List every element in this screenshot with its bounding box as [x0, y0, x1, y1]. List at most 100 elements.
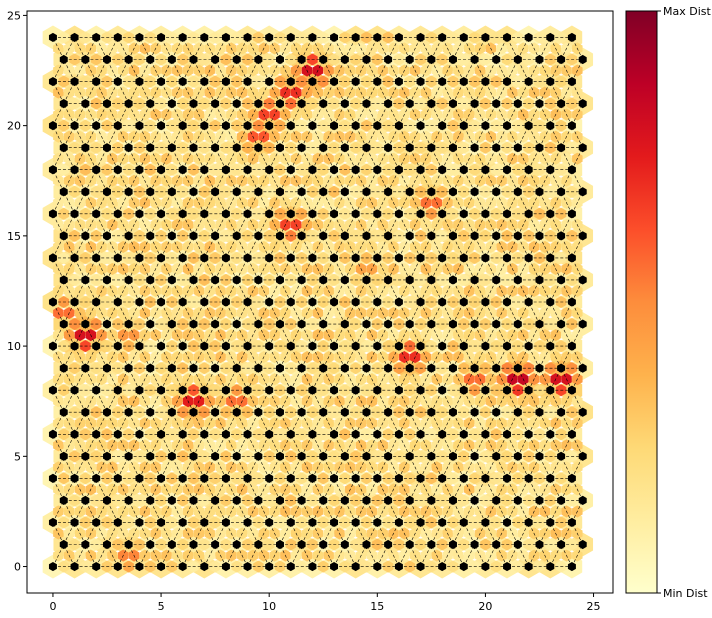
edge-line: [539, 390, 551, 413]
edge-line: [409, 103, 421, 126]
edge-line: [279, 412, 292, 435]
som-node: [567, 385, 576, 395]
edge-line: [182, 191, 194, 214]
edge-line: [495, 368, 508, 391]
som-node: [124, 231, 133, 241]
som-node: [146, 451, 155, 461]
edge-line: [204, 125, 216, 148]
som-node: [276, 98, 284, 109]
edge-line: [106, 279, 119, 303]
edge-line: [171, 81, 183, 104]
som-node: [157, 341, 166, 351]
edge-line: [279, 125, 292, 148]
edge-line: [117, 500, 129, 523]
som-node: [232, 451, 241, 461]
x-tick-label: 0: [49, 600, 56, 613]
edge-line: [204, 235, 216, 259]
edge-line: [85, 147, 97, 170]
som-node: [557, 319, 566, 329]
edge-line: [171, 544, 183, 567]
edge-line: [160, 213, 173, 236]
edge-line: [117, 544, 129, 567]
edge-line: [312, 323, 324, 347]
edge-line: [301, 235, 313, 259]
edge-line: [571, 500, 583, 523]
som-node: [416, 76, 425, 87]
edge-line: [63, 59, 75, 82]
som-node: [276, 143, 284, 153]
som-node: [319, 539, 328, 550]
som-node: [243, 297, 252, 307]
som-node: [178, 341, 187, 351]
edge-line: [355, 147, 367, 170]
som-node: [503, 561, 512, 572]
som-node: [373, 32, 382, 43]
edge-line: [485, 301, 497, 325]
som-node: [513, 495, 522, 506]
edge-line: [139, 301, 151, 325]
edge-line: [560, 390, 573, 413]
som-node: [297, 54, 306, 65]
edge-line: [420, 213, 432, 236]
som-node: [449, 539, 457, 550]
edge-line: [506, 235, 519, 259]
edge-line: [268, 103, 281, 126]
som-node: [578, 54, 587, 65]
edge-line: [225, 81, 238, 104]
edge-line: [236, 434, 248, 457]
edge-line: [495, 257, 508, 281]
som-node: [373, 209, 382, 219]
edge-line: [247, 103, 259, 126]
edge-line: [182, 500, 194, 523]
som-node: [297, 98, 306, 109]
som-node: [351, 76, 360, 87]
edge-line: [214, 544, 227, 567]
edge-line: [495, 544, 508, 567]
som-node: [178, 429, 187, 439]
edge-line: [485, 522, 497, 545]
som-node: [319, 407, 328, 417]
som-node: [546, 209, 555, 219]
edge-line: [452, 390, 465, 413]
edge-line: [258, 368, 270, 391]
edge-line: [279, 301, 292, 325]
edge-line: [322, 235, 335, 259]
edge-line: [452, 191, 465, 214]
som-node: [492, 495, 501, 506]
edge-line: [355, 81, 367, 104]
edge-line: [74, 478, 86, 501]
som-node: [211, 143, 220, 153]
som-node: [449, 407, 457, 417]
som-node: [200, 121, 209, 131]
edge-line: [517, 301, 529, 325]
edge-line: [247, 213, 259, 236]
edge-line: [333, 235, 346, 259]
edge-line: [106, 235, 119, 259]
edge-line: [52, 544, 65, 567]
edge-line: [312, 169, 324, 192]
som-node: [157, 561, 166, 572]
edge-line: [387, 522, 400, 545]
som-node: [459, 253, 468, 263]
edge-line: [355, 37, 367, 60]
som-node: [394, 209, 403, 219]
som-node: [524, 121, 533, 131]
edge-line: [63, 323, 75, 347]
edge-line: [571, 125, 583, 148]
edge-line: [485, 544, 497, 567]
edge-line: [431, 257, 443, 281]
som-node: [459, 76, 468, 87]
som-node: [351, 209, 360, 219]
som-node: [459, 561, 468, 572]
edge-line: [128, 301, 140, 325]
edge-line: [528, 213, 540, 236]
som-node: [70, 76, 79, 87]
som-node: [167, 143, 176, 153]
edge-line: [377, 59, 389, 82]
som-node: [351, 165, 360, 175]
edge-line: [279, 368, 292, 391]
edge-line: [398, 390, 411, 413]
som-node: [265, 32, 274, 43]
edge-line: [539, 37, 551, 60]
edge-line: [355, 412, 367, 435]
